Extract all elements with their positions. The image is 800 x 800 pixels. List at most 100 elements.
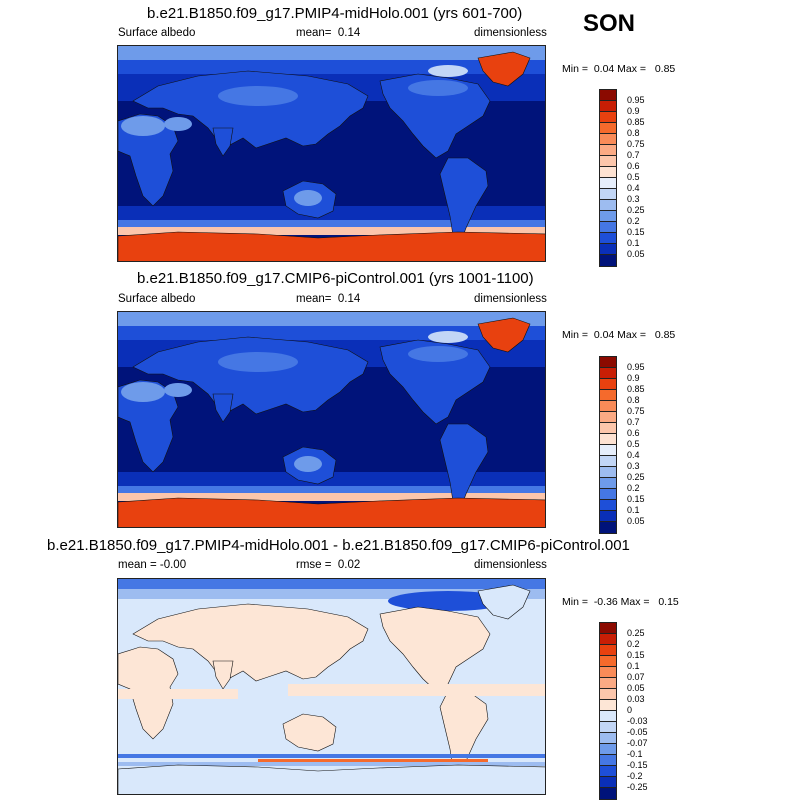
colorbar-swatch xyxy=(600,634,616,645)
colorbar-swatch xyxy=(600,645,616,656)
panel1-units: dimensionless xyxy=(474,27,547,39)
colorbar-swatch xyxy=(600,511,616,522)
colorbar-swatch xyxy=(600,123,616,134)
colorbar-swatch xyxy=(600,145,616,156)
colorbar-swatch xyxy=(600,101,616,112)
panel3-min-value: -0.36 xyxy=(593,596,618,608)
colorbar-swatch xyxy=(600,222,616,233)
colorbar-swatch xyxy=(600,423,616,434)
colorbar-tick-label: 0.25 xyxy=(627,205,645,215)
colorbar-swatch xyxy=(600,678,616,689)
colorbar-swatch xyxy=(600,255,616,266)
panel3-rmse: rmse = 0.02 xyxy=(296,559,360,571)
colorbar-swatch xyxy=(600,500,616,511)
panel3-units: dimensionless xyxy=(474,559,547,571)
colorbar-tick-label: 0.8 xyxy=(627,395,640,405)
panel2-map xyxy=(117,311,546,528)
colorbar-swatch xyxy=(600,401,616,412)
colorbar-swatch xyxy=(600,90,616,101)
colorbar-swatches xyxy=(599,89,617,267)
colorbar-swatch xyxy=(600,189,616,200)
colorbar-tick-label: -0.03 xyxy=(627,716,648,726)
panel2-min-label: Min = xyxy=(562,329,588,341)
panel2-minmax: Min = 0.04 Max = 0.85 xyxy=(562,329,675,341)
colorbar-tick-label: 0 xyxy=(627,705,633,715)
colorbar-swatch xyxy=(600,755,616,766)
colorbar-swatch xyxy=(600,667,616,678)
panel3-rmse-value: 0.02 xyxy=(337,559,361,571)
colorbar-swatch xyxy=(600,788,616,799)
colorbar-swatch xyxy=(600,112,616,123)
colorbar-tick-label: 0.03 xyxy=(627,694,645,704)
panel3-minmax: Min = -0.36 Max = 0.15 xyxy=(562,596,679,608)
panel1-min-label: Min = xyxy=(562,63,588,75)
colorbar-tick-label: -0.25 xyxy=(627,782,648,792)
panel2-variable-label: Surface albedo xyxy=(118,293,196,305)
colorbar-tick-label: 0.07 xyxy=(627,672,645,682)
colorbar-tick-label: 0.2 xyxy=(627,639,640,649)
panel3-map xyxy=(117,578,546,795)
panel1-max-value: 0.85 xyxy=(654,63,676,75)
colorbar-tick-label: 0.4 xyxy=(627,183,640,193)
panel1-min-value: 0.04 xyxy=(593,63,615,75)
colorbar-swatch xyxy=(600,445,616,456)
colorbar-tick-label: 0.25 xyxy=(627,472,645,482)
colorbar-tick-label: 0.9 xyxy=(627,373,640,383)
colorbar-tick-label: 0.15 xyxy=(627,494,645,504)
panel3-mean: mean = -0.00 xyxy=(118,559,187,571)
colorbar-swatch xyxy=(600,244,616,255)
panel3-colorbar: 0.25 0.2 0.15 0.1 0.07 0.05 0.03 0 -0.03 -0.05 -0.… xyxy=(599,622,648,800)
colorbar-tick-label: 0.2 xyxy=(627,483,640,493)
panel2-mean: mean= 0.14 xyxy=(296,293,360,305)
colorbar-swatch xyxy=(600,656,616,667)
colorbar-tick-label: 0.5 xyxy=(627,439,640,449)
panel3-max-value: 0.15 xyxy=(658,596,679,608)
colorbar-tick-label: 0.85 xyxy=(627,384,645,394)
colorbar-tick-label: 0.15 xyxy=(627,227,645,237)
colorbar-tick-label: 0.9 xyxy=(627,106,640,116)
panel2-max-value: 0.85 xyxy=(654,329,676,341)
panel2-min-value: 0.04 xyxy=(593,329,615,341)
colorbar-tick-label: 0.1 xyxy=(627,661,640,671)
colorbar-swatch xyxy=(600,167,616,178)
colorbar-tick-label: 0.95 xyxy=(627,362,645,372)
colorbar-swatch xyxy=(600,722,616,733)
colorbar-tick-label: -0.05 xyxy=(627,727,648,737)
colorbar-swatch xyxy=(600,522,616,533)
colorbar-tick-label: 0.6 xyxy=(627,428,640,438)
panel1-variable-label: Surface albedo xyxy=(118,27,196,39)
colorbar-tick-label: 0.7 xyxy=(627,417,640,427)
colorbar-tick-label: 0.3 xyxy=(627,194,640,204)
colorbar-tick-label: 0.7 xyxy=(627,150,640,160)
panel3-rmse-label: rmse = xyxy=(296,559,332,571)
panel1-colorbar: 0.95 0.9 0.85 0.8 0.75 0.7 0.6 0.5 0.4 0.3 0.25 0.2… xyxy=(599,89,645,267)
colorbar-tick-label: -0.15 xyxy=(627,760,648,770)
colorbar-swatch xyxy=(600,478,616,489)
colorbar-tick-label: 0.15 xyxy=(627,650,645,660)
colorbar-tick-label: 0.05 xyxy=(627,683,645,693)
panel3-title: b.e21.B1850.f09_g17.PMIP4-midHolo.001 - … xyxy=(47,537,630,554)
panel1-title: b.e21.B1850.f09_g17.PMIP4-midHolo.001 (y… xyxy=(147,5,523,22)
panel1-max-label: Max = xyxy=(617,63,647,75)
colorbar-swatch xyxy=(600,689,616,700)
colorbar-swatch xyxy=(600,357,616,368)
colorbar-swatch xyxy=(600,623,616,634)
colorbar-tick-label: 0.2 xyxy=(627,216,640,226)
colorbar-tick-label: 0.05 xyxy=(627,516,645,526)
colorbar-tick-label: 0.4 xyxy=(627,450,640,460)
panel2-colorbar: 0.95 0.9 0.85 0.8 0.75 0.7 0.6 0.5 0.4 0.3 0.25 0.2… xyxy=(599,356,645,534)
colorbar-swatch xyxy=(600,134,616,145)
colorbar-swatch xyxy=(600,489,616,500)
panel1-mean: mean= 0.14 xyxy=(296,27,360,39)
colorbar-tick-label: 0.6 xyxy=(627,161,640,171)
colorbar-tick-label: 0.8 xyxy=(627,128,640,138)
colorbar-swatches xyxy=(599,356,617,534)
colorbar-swatch xyxy=(600,178,616,189)
colorbar-swatch xyxy=(600,233,616,244)
panel2-max-label: Max = xyxy=(617,329,647,341)
colorbar-swatches xyxy=(599,622,617,800)
panel3-min-label: Min = xyxy=(562,596,588,608)
colorbar-tick-label: 0.75 xyxy=(627,406,645,416)
colorbar-tick-label: 0.25 xyxy=(627,628,645,638)
panel1-minmax: Min = 0.04 Max = 0.85 xyxy=(562,63,675,75)
